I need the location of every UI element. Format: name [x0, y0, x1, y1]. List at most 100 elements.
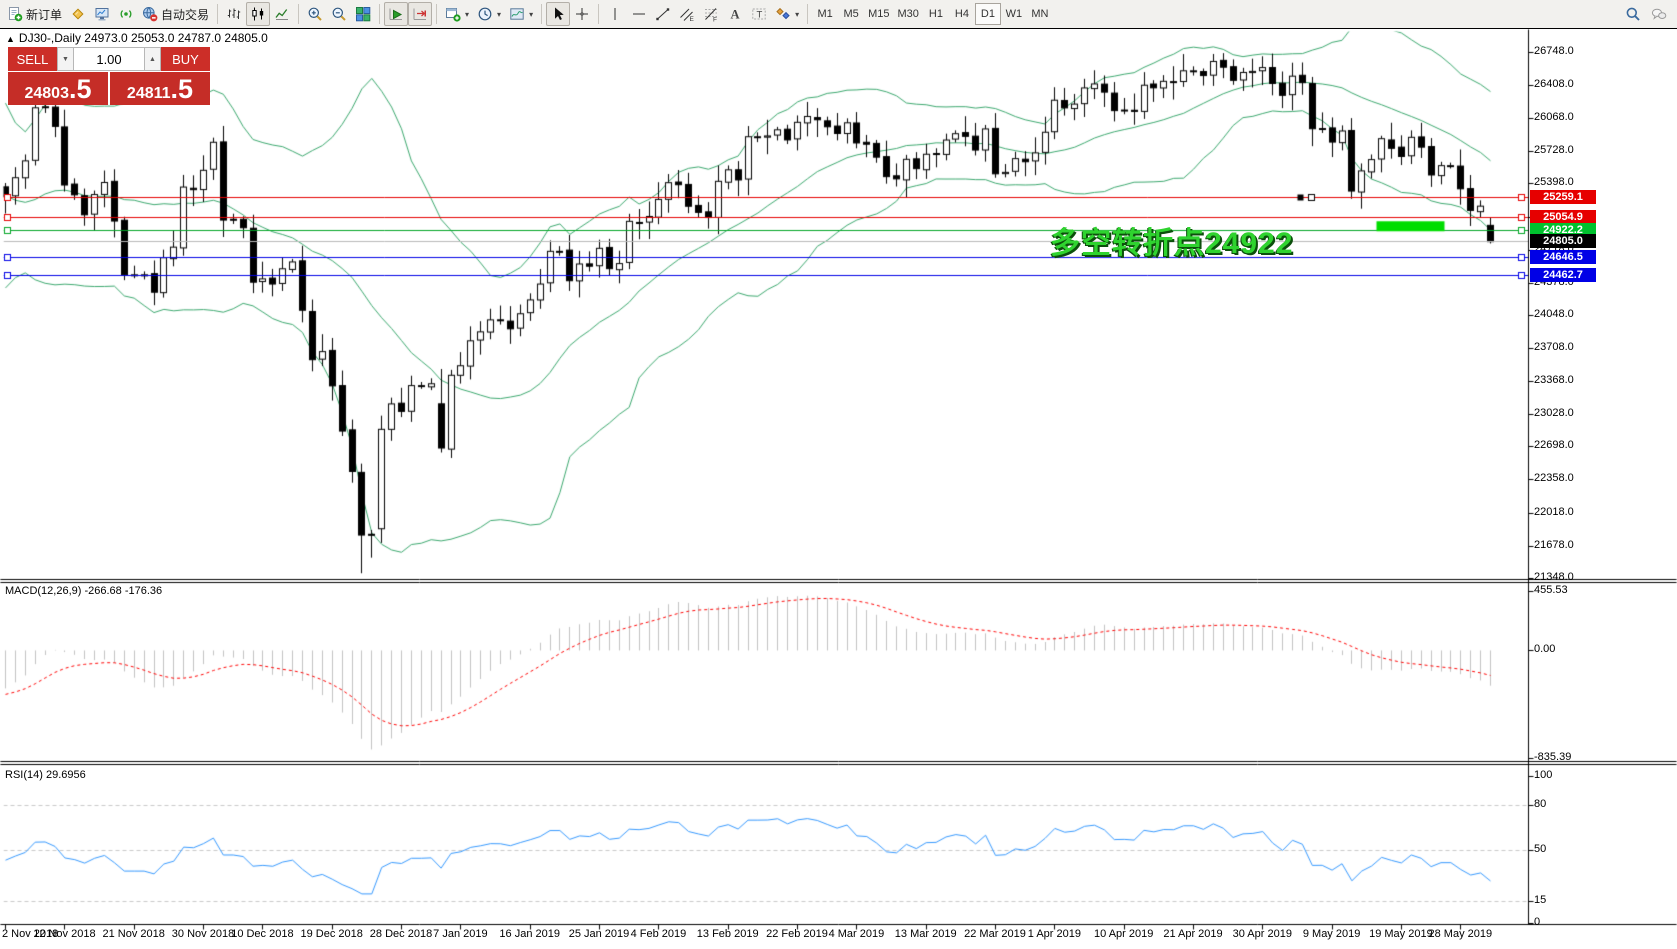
terminal-button[interactable] — [90, 2, 114, 26]
toolbar-separator — [436, 4, 438, 24]
timeframe-button-w1[interactable]: W1 — [1005, 8, 1023, 20]
time-axis-label: 13 Feb 2019 — [696, 928, 759, 940]
arrows-icon — [775, 6, 791, 22]
toolbar-right — [1625, 6, 1667, 22]
buy-button[interactable]: BUY — [161, 47, 210, 71]
template-icon — [509, 6, 525, 22]
toolbar-separator — [598, 4, 600, 24]
shift-icon — [412, 6, 428, 22]
hline-button[interactable] — [627, 2, 651, 26]
price-axis-tick: 22358.0 — [1534, 472, 1574, 485]
tiles-icon — [355, 6, 371, 22]
chart-canvas[interactable] — [0, 29, 1677, 949]
time-axis-label: 28 Dec 2018 — [369, 928, 433, 940]
hline-icon — [631, 6, 647, 22]
zoom-out-button[interactable] — [327, 2, 351, 26]
volume-decrease-button[interactable]: ▼ — [57, 47, 74, 71]
cursor-icon — [550, 6, 566, 22]
timeframe-button-m15[interactable]: M15 — [868, 8, 890, 20]
signals-button[interactable] — [114, 2, 138, 26]
cursor-button[interactable] — [546, 2, 571, 26]
crosshair-button[interactable] — [570, 2, 594, 26]
zoom-in-button[interactable] — [303, 2, 327, 26]
vline-button[interactable] — [603, 2, 627, 26]
price-axis-tick: 22018.0 — [1534, 505, 1574, 518]
line-chart-button[interactable] — [270, 2, 294, 26]
buy-price-main: 24811 — [126, 85, 171, 102]
time-axis-label: 19 May 2019 — [1369, 928, 1433, 940]
ohlc-values: 24973.0 25053.0 24787.0 24805.0 — [84, 31, 268, 45]
text-button[interactable]: A — [723, 2, 747, 26]
textA-icon: A — [727, 6, 743, 22]
toolbar: 新订单 自动交易 ▾ ▾ ▾ E F A T ▾ M1 M5 M15 M30 H1 H4 D1 W1 MN — [0, 0, 1677, 28]
price-line-label: 24805.0 — [1530, 234, 1596, 249]
time-axis-label: 22 Mar 2019 — [964, 928, 1026, 940]
dropdown-arrow-icon: ▾ — [497, 9, 502, 19]
price-axis-tick: 23708.0 — [1534, 341, 1574, 353]
timeframe-button-m30[interactable]: M30 — [897, 8, 919, 20]
channel-button[interactable]: E — [675, 2, 699, 26]
rsi-axis-tick: 100 — [1534, 769, 1553, 781]
market-watch-button[interactable] — [66, 2, 90, 26]
auto-scroll-button[interactable] — [384, 2, 409, 26]
candles-icon — [250, 6, 266, 22]
timeframe-button-m1[interactable]: M1 — [817, 8, 833, 20]
timeframe-button-h1[interactable]: H1 — [928, 8, 943, 20]
periods-button[interactable]: ▾ — [473, 2, 505, 26]
new-chart-icon — [445, 6, 461, 22]
community-chat-icon[interactable] — [1651, 6, 1667, 22]
new-order-button[interactable]: 新订单 — [3, 2, 66, 26]
chart-annotation-text: 多空转折点24922 — [1050, 227, 1294, 260]
templates-button[interactable]: ▾ — [505, 2, 537, 26]
search-icon[interactable] — [1625, 6, 1641, 22]
time-axis-label: 22 Feb 2019 — [766, 928, 828, 940]
gold-icon — [70, 6, 86, 22]
bars-chart-button[interactable] — [222, 2, 246, 26]
time-axis-label: 13 Mar 2019 — [894, 928, 957, 940]
macd-axis-tick: 455.53 — [1534, 584, 1568, 596]
time-axis-label: 25 Jan 2019 — [568, 928, 630, 940]
time-axis-label: 30 Apr 2019 — [1232, 928, 1292, 940]
candles-chart-button[interactable] — [246, 2, 271, 26]
volume-input[interactable] — [74, 47, 144, 71]
fibo-button[interactable]: F — [699, 2, 723, 26]
price-axis-tick: 26068.0 — [1534, 111, 1574, 124]
svg-text:E: E — [690, 16, 695, 22]
buy-price-pips: .5 — [170, 74, 194, 104]
svg-text:A: A — [731, 8, 740, 22]
bars-icon — [226, 6, 242, 22]
time-axis-label: 21 Apr 2019 — [1163, 928, 1223, 940]
trendline-button[interactable] — [651, 2, 675, 26]
dropdown-arrow-icon: ▾ — [465, 9, 470, 19]
price-axis-tick: 23368.0 — [1534, 374, 1574, 387]
toolbar-separator — [298, 4, 300, 24]
price-axis-tick: 21348.0 — [1534, 570, 1574, 583]
sell-price[interactable]: 24803.5 — [8, 72, 108, 105]
time-axis-label: 12 Nov 2018 — [33, 928, 96, 940]
timeframe-button-d1[interactable]: D1 — [974, 3, 1001, 25]
volume-increase-button[interactable]: ▲ — [144, 47, 161, 71]
clock-icon — [477, 6, 493, 22]
rsi-axis-tick: 15 — [1534, 893, 1547, 906]
rsi-axis-tick: 50 — [1534, 842, 1547, 855]
svg-text:F: F — [713, 17, 717, 23]
time-axis-label: 10 Apr 2019 — [1094, 928, 1154, 940]
toolbar-separator — [541, 4, 543, 24]
collapse-panel-icon[interactable]: ▲ — [6, 34, 15, 44]
timeframe-button-m5[interactable]: M5 — [843, 8, 859, 20]
sell-price-pips: .5 — [68, 74, 92, 104]
tile-windows-button[interactable] — [351, 2, 375, 26]
autotrade-button[interactable]: 自动交易 — [138, 2, 213, 26]
time-axis-label: 9 May 2019 — [1302, 928, 1361, 940]
autoscroll-icon — [388, 6, 404, 22]
chart-title: ▲ DJ30-,Daily 24973.0 25053.0 24787.0 248… — [6, 31, 268, 45]
buy-price[interactable]: 24811.5 — [110, 72, 210, 105]
chart-shift-button[interactable] — [408, 2, 433, 26]
sell-button[interactable]: SELL — [8, 47, 57, 71]
label-button[interactable]: T — [747, 2, 771, 26]
timeframe-button-h4[interactable]: H4 — [954, 8, 969, 20]
new-chart-button[interactable]: ▾ — [441, 2, 473, 26]
time-axis-label: 16 Jan 2019 — [499, 928, 560, 940]
arrows-button[interactable]: ▾ — [771, 2, 803, 26]
timeframe-button-mn[interactable]: MN — [1031, 8, 1049, 20]
